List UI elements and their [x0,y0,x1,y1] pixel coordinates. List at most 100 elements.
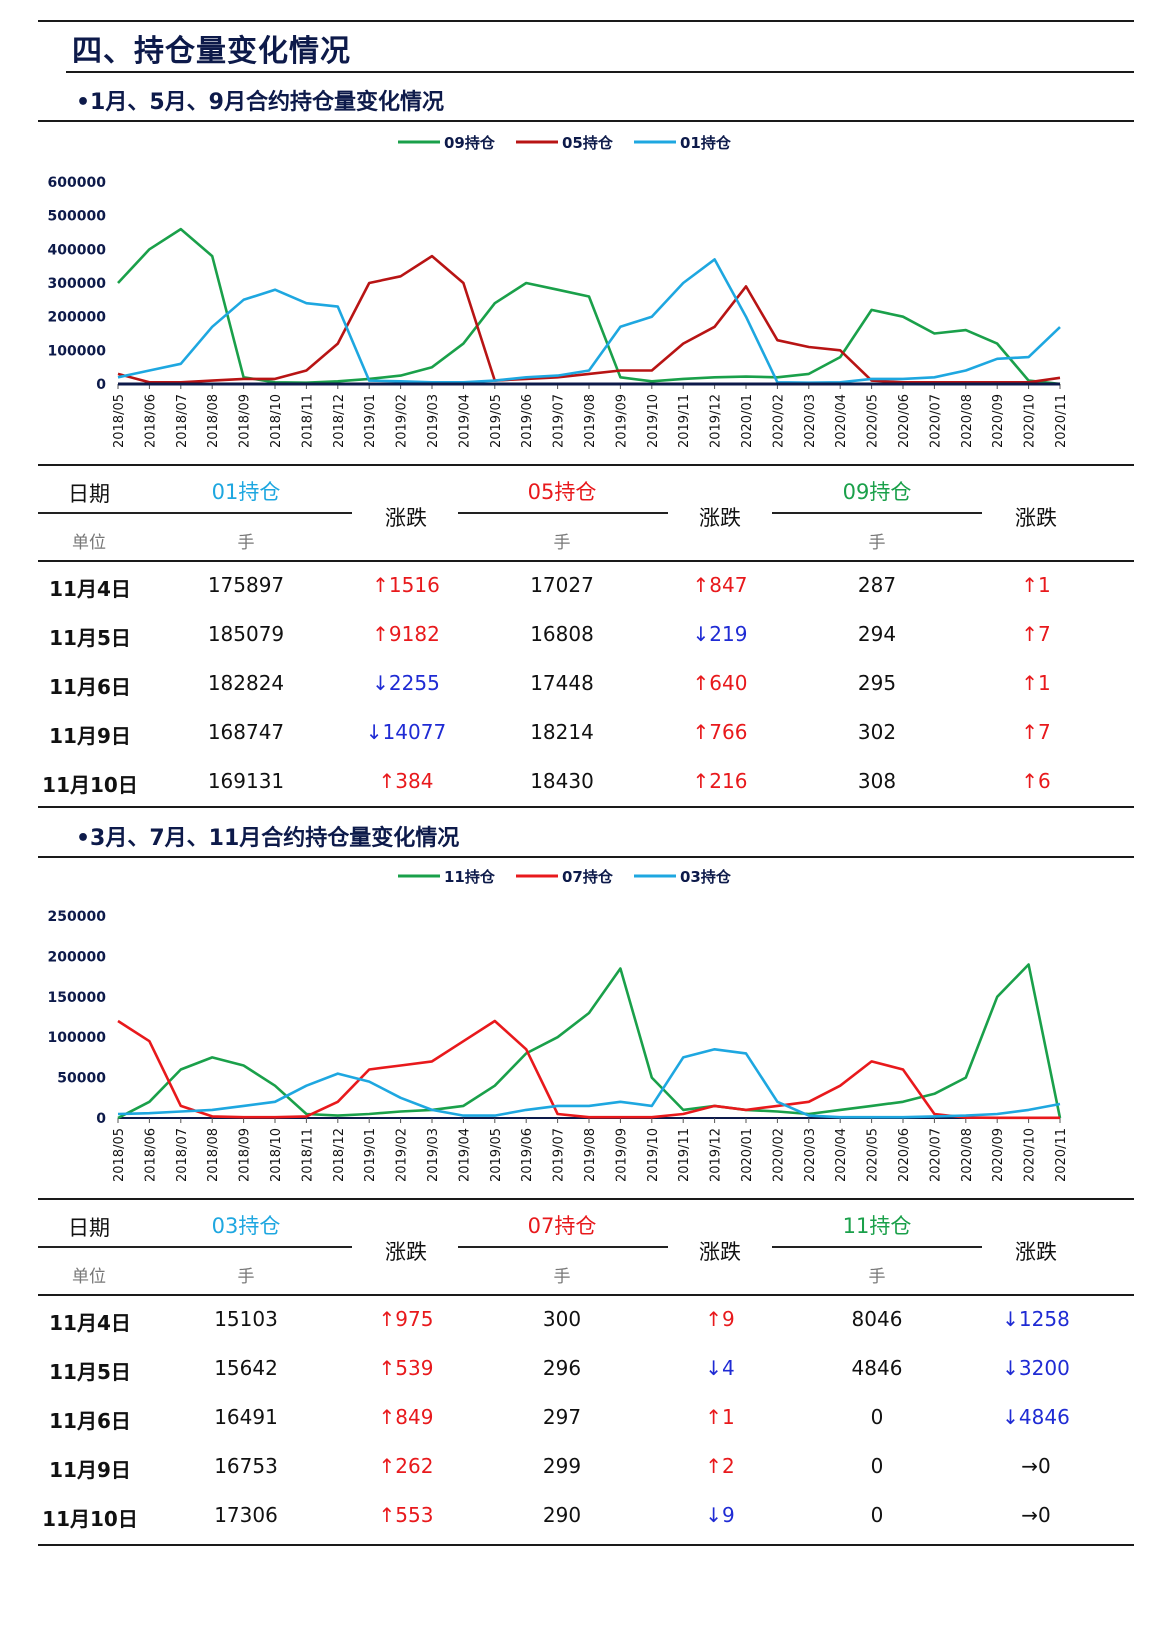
header-bottom-rule [38,1294,1134,1296]
row-date: 11月6日 [49,1409,131,1433]
change-header: 涨跌 [1015,506,1057,530]
change-cell: ↑975 [378,1307,434,1331]
x-tick-label: 2019/08 [583,1128,598,1182]
legend-label: 07持仓 [562,868,614,886]
x-tick-label: 2020/10 [1023,394,1038,448]
y-tick-label: 300000 [48,276,107,292]
header-bottom-rule [38,560,1134,562]
value-cell: 16753 [214,1454,278,1478]
x-tick-label: 2019/08 [583,394,598,448]
change-cell: ↑640 [692,671,748,695]
column-unit: 手 [237,533,255,553]
change-cell: ↑216 [692,769,748,793]
x-tick-label: 2018/08 [206,1128,221,1182]
value-cell: 294 [857,622,897,646]
x-tick-label: 2019/10 [646,394,661,448]
change-header: 涨跌 [699,1240,741,1264]
change-cell: ↓1258 [1002,1307,1070,1331]
x-tick-label: 2019/09 [614,1128,629,1182]
row-date: 11月5日 [49,626,131,650]
series-line-03持仓 [117,1048,1061,1119]
x-tick-label: 2018/07 [175,1128,190,1182]
value-cell: 16491 [214,1405,278,1429]
change-cell: ↑847 [692,573,748,597]
value-cell: 297 [542,1405,582,1429]
chart-3-7-11-open-interest: 11持仓 07持仓 03持仓 250000 200000 150000 100000 5000… [48,868,1069,1182]
value-cell: 308 [857,769,897,793]
chart-1-5-9-open-interest: 09持仓 05持仓 01持仓 600000 500000 400000 300000 2000… [48,134,1069,448]
x-tick-label: 2019/07 [552,394,567,448]
header-divider [458,1246,668,1248]
x-tick-label: 2020/06 [897,394,912,448]
y-tick-label: 500000 [48,209,107,225]
change-cell: ↓4 [705,1356,735,1380]
x-tick-label: 2019/01 [363,1128,378,1182]
section1-subtitle: •1月、5月、9月合约持仓量变化情况 [76,90,444,115]
change-header: 涨跌 [1015,1240,1057,1264]
value-cell: 0 [870,1405,884,1429]
value-cell: 15642 [214,1356,278,1380]
legend-label: 03持仓 [680,868,732,886]
value-cell: 182824 [207,671,285,695]
x-tick-label: 2019/05 [489,1128,504,1182]
change-cell: ↓4846 [1002,1405,1070,1429]
change-header: 涨跌 [699,506,741,530]
value-cell: 295 [857,671,897,695]
change-cell: ↑2 [705,1454,735,1478]
change-cell: ↑6 [1021,769,1051,793]
x-tick-label: 2018/05 [112,1128,127,1182]
change-cell: ↓9 [705,1503,735,1527]
change-cell: ↓14077 [365,720,447,744]
change-cell: ↑766 [692,720,748,744]
table-bottom-rule [38,1544,1134,1546]
change-header: 涨跌 [385,506,427,530]
legend-label: 11持仓 [444,868,496,886]
x-tick-label: 2020/01 [740,394,755,448]
value-cell: 169131 [207,769,285,793]
x-tick-label: 2020/09 [991,394,1006,448]
value-cell: 300 [542,1307,582,1331]
change-cell: ↑1 [1021,671,1051,695]
date-header: 日期 [68,1216,110,1240]
row-date: 11月9日 [49,1458,131,1482]
x-tick-label: 2019/02 [395,394,410,448]
series-line-09持仓 [117,227,1061,386]
row-date: 11月9日 [49,724,131,748]
x-tick-label: 2020/04 [834,394,849,448]
section2-rule [38,856,1134,858]
value-cell: 16808 [530,622,594,646]
legend-item-03持仓: 03持仓 [634,868,732,886]
legend-label: 01持仓 [680,134,732,152]
row-date: 11月6日 [49,675,131,699]
change-cell: ↑7 [1021,720,1051,744]
series-line-01持仓 [117,258,1061,385]
x-tick-label: 2018/06 [143,1128,158,1182]
change-cell: ↑9 [705,1307,735,1331]
y-tick-label: 250000 [48,909,107,925]
x-tick-label: 2020/07 [928,394,943,448]
x-tick-label: 2019/11 [677,394,692,448]
x-tick-label: 2020/10 [1023,1128,1038,1182]
x-tick-label: 2019/06 [520,1128,535,1182]
x-tick-label: 2020/04 [834,1128,849,1182]
row-date: 11月5日 [49,1360,131,1384]
value-cell: 18430 [530,769,594,793]
series-line-07持仓 [117,1019,1060,1120]
x-tick-label: 2018/12 [332,394,347,448]
x-tick-label: 2020/08 [960,1128,975,1182]
y-tick-label: 150000 [48,990,107,1006]
x-tick-label: 2019/12 [709,1128,724,1182]
x-tick-label: 2020/01 [740,1128,755,1182]
x-tick-label: 2019/06 [520,394,535,448]
x-tick-label: 2019/09 [614,394,629,448]
column-unit: 手 [553,533,571,553]
table-1-5-9: 日期 单位 01持仓手 涨跌 05持仓手 涨跌 09持仓手 涨跌 11月4日 175897 1702… [38,466,1134,808]
column-header-09持仓: 09持仓 [842,480,912,504]
x-tick-label: 2018/11 [300,1128,315,1182]
column-unit: 手 [868,533,886,553]
top-rule [38,20,1134,22]
change-cell: ↑384 [378,769,434,793]
change-cell: ↓3200 [1002,1356,1070,1380]
y-tick-label: 200000 [48,949,107,965]
date-header: 日期 [68,482,110,506]
